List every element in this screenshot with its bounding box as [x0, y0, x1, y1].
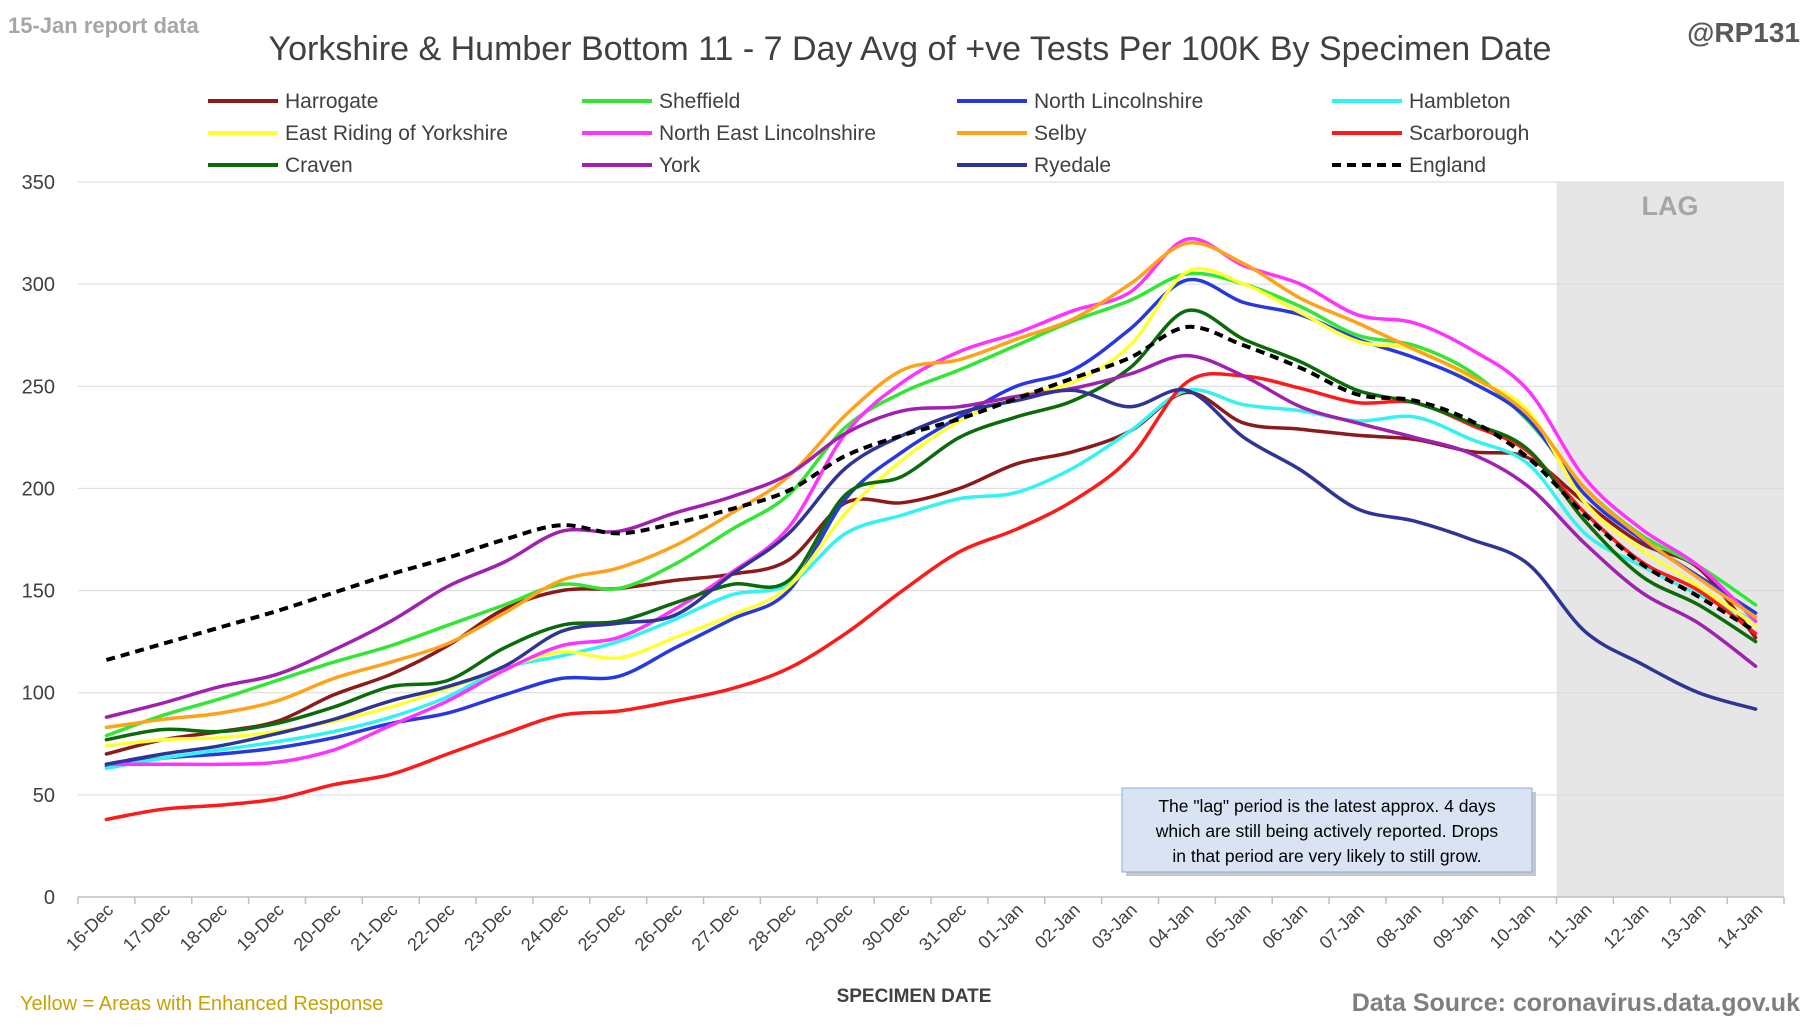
- legend-label: Craven: [285, 154, 353, 177]
- legend: Harrogate Sheffield North Lincolnshire Hamb…: [208, 90, 1529, 177]
- x-tick-label: 04-Jan: [1145, 900, 1198, 953]
- x-tick-label: 07-Jan: [1315, 900, 1368, 953]
- x-tick-label: 14-Jan: [1713, 900, 1766, 953]
- x-tick-label: 02-Jan: [1031, 900, 1084, 953]
- legend-item-harrogate: Harrogate: [208, 90, 378, 113]
- axes: [77, 896, 1785, 904]
- series-line-selby: [104, 241, 1758, 730]
- series-line-harrogate: [104, 390, 1758, 756]
- gridlines: [78, 181, 1784, 796]
- legend-item-england: England: [1332, 154, 1486, 177]
- legend-label: Selby: [1034, 122, 1087, 145]
- x-axis-label: SPECIMEN DATE: [837, 986, 992, 1007]
- x-tick-labels: 16-Dec 17-Dec 18-Dec 19-Dec 20-Dec 21-Dec 22-D…: [62, 900, 1766, 955]
- report-date-label: 15-Jan report data: [8, 13, 199, 38]
- x-tick-label: 12-Jan: [1600, 900, 1653, 953]
- legend-label: Harrogate: [285, 90, 378, 113]
- series-line-east-riding-of-yorkshire: [104, 266, 1758, 748]
- note-line: which are still being actively reported.…: [1155, 821, 1499, 841]
- series-line-ryedale: [104, 387, 1758, 766]
- x-tick-label: 08-Jan: [1372, 900, 1425, 953]
- legend-label: Hambleton: [1409, 90, 1511, 113]
- lag-annotation-box: The "lag" period is the latest approx. 4…: [1121, 787, 1536, 876]
- x-tick-label: 03-Jan: [1088, 900, 1141, 953]
- lag-label: LAG: [1642, 191, 1699, 221]
- legend-label: Ryedale: [1034, 154, 1111, 177]
- legend-label: England: [1409, 154, 1486, 177]
- legend-label: Sheffield: [659, 90, 740, 113]
- series-line-north-east-lincolnshire: [104, 236, 1758, 767]
- x-tick-label: 10-Jan: [1486, 900, 1539, 953]
- x-tick-label: 26-Dec: [631, 900, 686, 955]
- chart-title: Yorkshire & Humber Bottom 11 - 7 Day Avg…: [269, 30, 1552, 68]
- legend-item-hambleton: Hambleton: [1332, 90, 1511, 113]
- x-tick-label: 06-Jan: [1258, 900, 1311, 953]
- x-tick-label: 31-Dec: [915, 900, 970, 955]
- data-source: Data Source: coronavirus.data.gov.uk: [1352, 989, 1800, 1017]
- series-lines: [104, 236, 1758, 822]
- x-tick-label: 01-Jan: [974, 900, 1027, 953]
- x-tick-label: 27-Dec: [688, 900, 743, 955]
- legend-item-selby: Selby: [957, 122, 1087, 145]
- y-tick-label: 300: [22, 274, 55, 296]
- y-tick-label: 350: [22, 172, 55, 194]
- legend-label: Scarborough: [1409, 122, 1529, 145]
- x-tick-label: 30-Dec: [858, 900, 913, 955]
- y-tick-label: 200: [22, 478, 55, 500]
- note-line: in that period are very likely to still …: [1172, 846, 1481, 866]
- x-tick-label: 17-Dec: [119, 900, 174, 955]
- author-handle: @RP131: [1687, 17, 1800, 48]
- legend-item-east-riding-of-yorkshire: East Riding of Yorkshire: [208, 122, 508, 145]
- legend-item-scarborough: Scarborough: [1332, 122, 1529, 145]
- x-tick-label: 05-Jan: [1202, 900, 1255, 953]
- series-line-hambleton: [104, 387, 1758, 771]
- legend-item-craven: Craven: [208, 154, 353, 177]
- y-tick-label: 50: [33, 785, 55, 807]
- series-line-england: [105, 324, 1757, 662]
- x-tick-label: 13-Jan: [1656, 900, 1709, 953]
- y-tick-labels: 0 50 100 150 200 250 300 350: [22, 172, 55, 909]
- series-line-north-lincolnshire: [104, 277, 1758, 769]
- x-tick-label: 20-Dec: [290, 900, 345, 955]
- x-tick-label: 29-Dec: [801, 900, 856, 955]
- legend-item-ryedale: Ryedale: [957, 154, 1111, 177]
- legend-item-north-east-lincolnshire: North East Lincolnshire: [582, 122, 876, 145]
- y-tick-label: 100: [22, 683, 55, 705]
- legend-label: North Lincolnshire: [1034, 90, 1203, 113]
- x-tick-label: 24-Dec: [517, 900, 572, 955]
- x-tick-label: 11-Jan: [1544, 900, 1596, 952]
- x-tick-label: 25-Dec: [574, 900, 629, 955]
- legend-label: North East Lincolnshire: [659, 122, 876, 145]
- legend-label: East Riding of Yorkshire: [285, 122, 508, 145]
- note-box: [1121, 787, 1533, 873]
- x-tick-label: 21-Dec: [346, 900, 401, 955]
- legend-item-north-lincolnshire: North Lincolnshire: [957, 90, 1203, 113]
- x-tick-label: 22-Dec: [403, 900, 458, 955]
- series-line-york: [104, 353, 1758, 719]
- legend-item-sheffield: Sheffield: [582, 90, 740, 113]
- y-tick-label: 250: [22, 376, 55, 398]
- x-tick-label: 23-Dec: [460, 900, 515, 955]
- series-line-craven: [104, 308, 1758, 742]
- y-tick-label: 0: [44, 887, 55, 909]
- enhanced-response-note: Yellow = Areas with Enhanced Response: [20, 993, 383, 1015]
- y-tick-label: 150: [22, 581, 55, 603]
- legend-label: York: [659, 154, 701, 177]
- x-tick-label: 09-Jan: [1429, 900, 1482, 953]
- legend-item-york: York: [582, 154, 701, 177]
- x-tick-label: 18-Dec: [176, 900, 231, 955]
- x-tick-label: 16-Dec: [62, 900, 117, 955]
- note-line: The "lag" period is the latest approx. 4…: [1158, 796, 1496, 816]
- x-tick-label: 28-Dec: [744, 900, 799, 955]
- x-tick-label: 19-Dec: [233, 900, 288, 955]
